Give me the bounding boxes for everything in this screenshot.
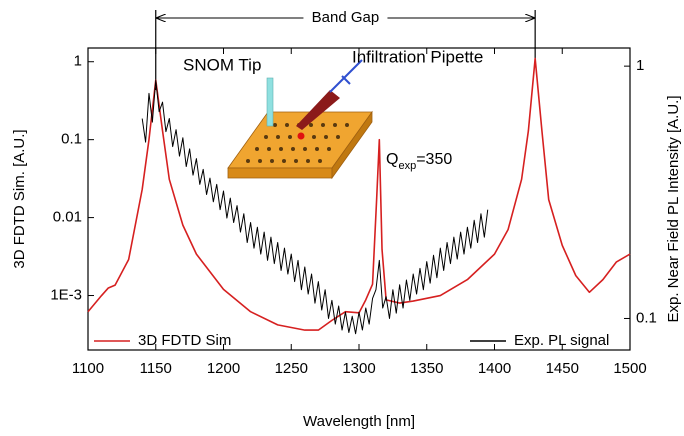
annotation: Qexp=350 xyxy=(386,151,452,172)
annotation: SNOM Tip xyxy=(183,55,261,74)
x-tick-label: 1400 xyxy=(478,360,511,377)
x-tick-label: 1300 xyxy=(342,360,375,377)
legend-label: Exp. PL signal xyxy=(514,332,609,349)
band-gap-label: Band Gap xyxy=(312,9,380,26)
x-tick-label: 1150 xyxy=(140,360,172,377)
annotation: Infiltration Pipette xyxy=(352,47,483,66)
annotation-value: =350 xyxy=(416,151,452,168)
y2-tick-label: 1 xyxy=(636,57,644,74)
y-tick-label: 1E-3 xyxy=(50,286,82,303)
x-tick-label: 1500 xyxy=(613,360,646,377)
y-tick-label: 1 xyxy=(74,53,82,70)
annotation-sub: exp xyxy=(398,160,416,172)
y-tick-label: 0.1 xyxy=(61,131,82,148)
y2-axis-label: Exp. Near Field PL Intensity [A.U.] xyxy=(665,95,682,322)
series-line xyxy=(87,57,631,331)
legend-label: 3D FDTD Sim xyxy=(138,332,231,349)
x-tick-label: 1100 xyxy=(72,360,104,377)
x-axis-label: Wavelength [nm] xyxy=(303,413,415,430)
y2-tick-label: 0.1 xyxy=(636,309,657,326)
annotation-q: Q xyxy=(386,151,398,168)
band-gap-label-bg xyxy=(303,9,388,27)
y-tick-label: 0.01 xyxy=(53,209,82,226)
x-tick-label: 1350 xyxy=(410,360,443,377)
y-axis-label: 3D FDTD Sim. [A.U.] xyxy=(11,129,28,268)
x-tick-label: 1200 xyxy=(207,360,240,377)
series-line xyxy=(141,79,489,335)
x-tick-label: 1250 xyxy=(275,360,308,377)
inset-illustration xyxy=(227,59,373,180)
x-tick-label: 1450 xyxy=(546,360,579,377)
